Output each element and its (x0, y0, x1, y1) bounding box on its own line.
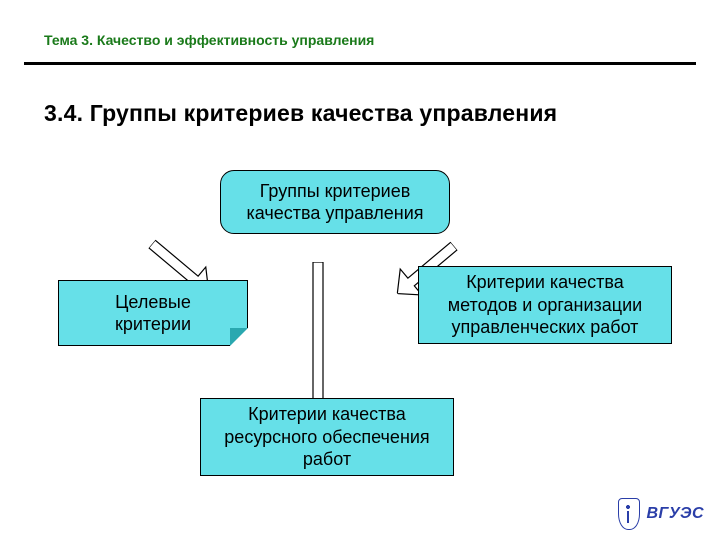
node-left: Целевые критерии (58, 280, 248, 346)
node-label: Группы критериев качества управления (246, 180, 423, 225)
slide: Тема 3. Качество и эффективность управле… (0, 0, 720, 540)
node-label: Целевые критерии (115, 291, 191, 336)
node-right: Критерии качества методов и организации … (418, 266, 672, 344)
node-root: Группы критериев качества управления (220, 170, 450, 234)
page-heading: 3.4. Группы критериев качества управлени… (44, 100, 557, 127)
node-label: Критерии качества ресурсного обеспечения… (224, 403, 429, 471)
topic-label: Тема 3. Качество и эффективность управле… (44, 32, 374, 48)
logo: ВГУЭС (618, 498, 704, 530)
logo-text: ВГУЭС (646, 505, 704, 523)
node-bottom: Критерии качества ресурсного обеспечения… (200, 398, 454, 476)
logo-crest-icon (618, 498, 640, 530)
divider (24, 62, 696, 65)
node-label: Критерии качества методов и организации … (448, 271, 642, 339)
